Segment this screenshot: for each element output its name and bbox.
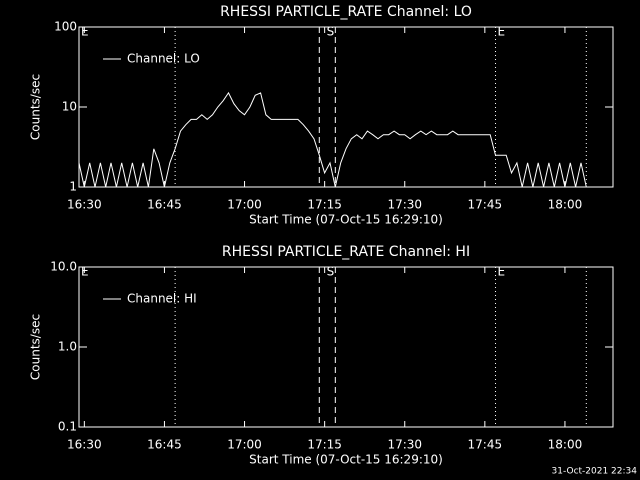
x-axis-label: Start Time (07-Oct-15 16:29:10): [249, 453, 443, 467]
x-tick-label: 16:30: [67, 438, 102, 452]
y-axis-label: Counts/sec: [29, 74, 43, 140]
x-tick-label: 16:45: [147, 198, 182, 212]
x-tick-label: 18:00: [548, 438, 583, 452]
x-tick-label: 16:45: [147, 438, 182, 452]
x-axis-label: Start Time (07-Oct-15 16:29:10): [249, 213, 443, 227]
y-tick-label: 10: [62, 100, 77, 114]
x-tick-label: 17:15: [307, 198, 342, 212]
x-tick-label: 18:00: [548, 198, 583, 212]
chart-title: RHESSI PARTICLE_RATE Channel: HI: [222, 244, 470, 260]
event-label: S: [327, 265, 335, 279]
data-line: [78, 91, 587, 188]
x-tick-label: 16:30: [67, 198, 102, 212]
x-tick-label: 17:30: [387, 198, 422, 212]
event-label: E: [498, 265, 506, 279]
y-tick-label: 10.0: [50, 260, 77, 274]
event-label: E: [81, 265, 89, 279]
x-tick-label: 17:15: [307, 438, 342, 452]
chart-title: RHESSI PARTICLE_RATE Channel: LO: [220, 4, 472, 20]
x-tick-label: 17:45: [468, 198, 503, 212]
legend-label: Channel: LO: [127, 52, 200, 66]
x-tick-label: 17:00: [227, 198, 262, 212]
legend-label: Channel: HI: [127, 292, 197, 306]
y-tick-label: 1.0: [58, 340, 77, 354]
x-tick-label: 17:30: [387, 438, 422, 452]
x-tick-label: 17:45: [468, 438, 503, 452]
x-tick-label: 17:00: [227, 438, 262, 452]
y-tick-label: 1: [69, 180, 77, 194]
y-tick-label: 100: [54, 20, 77, 34]
y-axis-label: Counts/sec: [29, 314, 43, 380]
y-tick-label: 0.1: [58, 420, 77, 434]
event-label: E: [498, 25, 506, 39]
footer: 31-Oct-2021 22:34: [552, 467, 638, 477]
event-label: E: [81, 25, 89, 39]
event-label: S: [327, 25, 335, 39]
